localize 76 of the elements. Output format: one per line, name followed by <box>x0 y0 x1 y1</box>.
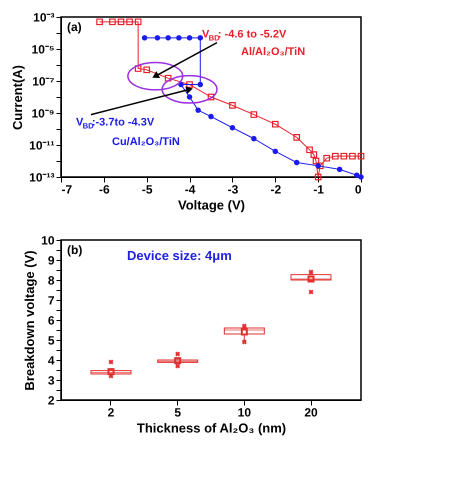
point <box>229 102 236 109</box>
y-tick-label: 10⁻⁵ <box>32 42 54 56</box>
point <box>208 114 214 120</box>
point <box>230 125 236 130</box>
y-tick-label: 4 <box>48 354 55 368</box>
point <box>306 146 313 154</box>
y-tick-label: 3 <box>48 374 55 388</box>
x-tick-label: 5 <box>174 406 182 420</box>
x-tick-label: 0 <box>354 182 362 196</box>
point <box>195 107 201 113</box>
x-tick-label: -6 <box>99 182 110 196</box>
y-tick-label: 7 <box>48 294 55 308</box>
point <box>315 163 321 169</box>
point <box>349 152 356 160</box>
point <box>134 18 142 26</box>
x-tick-label: -7 <box>62 182 72 196</box>
text: Al/Al₂O₃/TiN <box>241 46 306 58</box>
point <box>250 111 258 118</box>
point <box>134 65 142 72</box>
point <box>186 35 192 41</box>
y-tick-label: 10⁻⁹ <box>31 106 54 120</box>
y-tick-label: 9 <box>48 254 55 268</box>
point <box>316 162 324 170</box>
point <box>272 120 279 128</box>
annotation: Device size: 4μm <box>127 248 232 263</box>
x-tick-label: 2 <box>108 406 115 420</box>
y-tick-label: 10⁻⁷ <box>32 74 55 88</box>
x-tick-label: 10 <box>238 406 252 420</box>
y-axis-title: Current(A) <box>10 65 26 130</box>
x-tick-label: -4 <box>184 182 196 196</box>
point <box>354 172 360 178</box>
x-tick-label: -2 <box>270 182 282 196</box>
y-tick-label: 2 <box>48 394 55 408</box>
point <box>176 35 182 41</box>
y-tick-label: 8 <box>48 274 55 288</box>
point <box>208 94 214 100</box>
point <box>126 18 133 26</box>
y-tick-label: 10⁻¹¹ <box>29 138 54 152</box>
point <box>251 136 257 142</box>
point <box>165 35 171 41</box>
point <box>118 18 124 26</box>
point <box>358 152 364 160</box>
text: Cu/Al₂O₃/TiN <box>112 136 180 148</box>
y-tick-label: 10⁻³ <box>33 10 55 24</box>
annotation: (b) <box>67 243 82 257</box>
x-axis-title: Voltage (V) <box>178 198 245 212</box>
y-tick-label: 10 <box>41 234 55 248</box>
point <box>340 152 348 160</box>
x-tick-label: 20 <box>304 406 318 420</box>
annotation: (a) <box>67 20 82 34</box>
point <box>310 151 318 158</box>
point <box>272 148 278 154</box>
point <box>143 66 150 74</box>
point <box>154 35 160 41</box>
y-tick-label: 10⁻¹³ <box>29 170 54 184</box>
y-tick-label: 5 <box>48 334 55 348</box>
point <box>164 74 172 82</box>
point <box>293 134 300 141</box>
point <box>323 154 330 162</box>
x-axis-title: Thickness of Al₂O₃ (nm) <box>136 420 286 436</box>
point <box>332 152 339 160</box>
point <box>312 158 320 164</box>
point <box>314 174 322 180</box>
point <box>294 160 300 166</box>
point <box>142 35 148 41</box>
point <box>96 18 103 26</box>
point <box>198 82 204 88</box>
x-tick-label: -1 <box>313 182 324 196</box>
y-tick-label: 6 <box>48 314 55 328</box>
point <box>336 166 342 172</box>
x-tick-label: -3 <box>228 182 239 196</box>
x-tick-label: -5 <box>142 182 153 196</box>
point <box>186 94 192 100</box>
point <box>109 18 116 26</box>
point <box>186 81 193 88</box>
y-axis-title: Breakdown voltage (V) <box>22 250 38 391</box>
